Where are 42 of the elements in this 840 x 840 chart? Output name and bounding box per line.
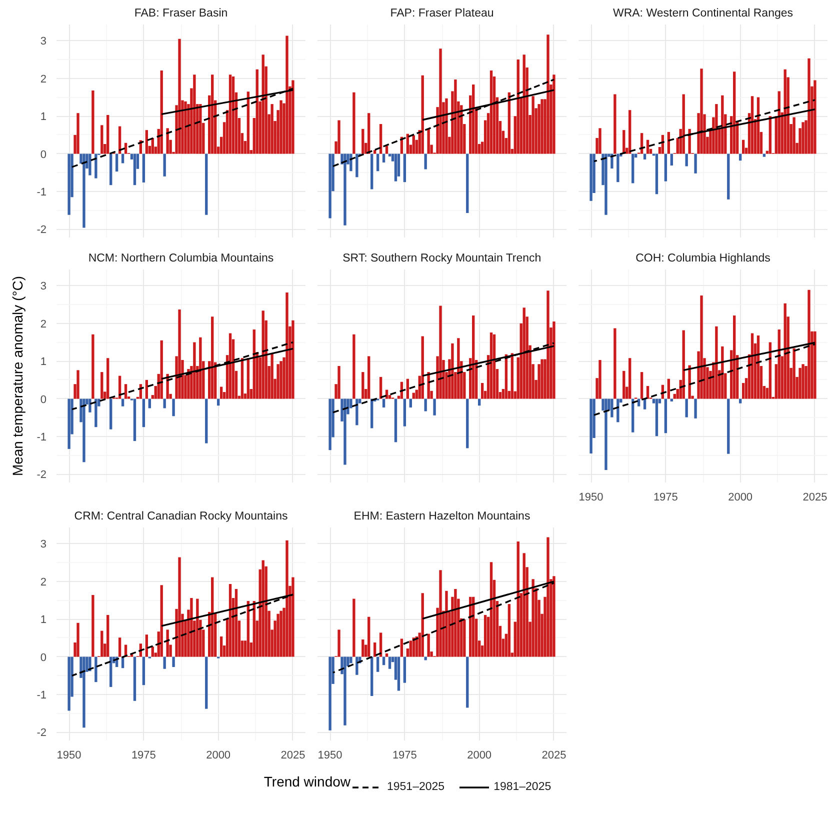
chart-title: FAB: Fraser Basin bbox=[134, 8, 228, 20]
chart-title: WRA: Western Continental Ranges bbox=[612, 8, 794, 20]
y-tick-label: -2 bbox=[36, 224, 46, 236]
y-tick-label: 0 bbox=[40, 148, 47, 161]
y-tick-label: 2 bbox=[40, 576, 47, 588]
chart-title: SRT: Southern Rocky Mountain Trench bbox=[342, 252, 542, 264]
x-tick-label: 1975 bbox=[653, 492, 678, 504]
y-tick-label: 1 bbox=[40, 111, 47, 124]
y-tick-label: -2 bbox=[36, 727, 46, 740]
y-tick-label: -1 bbox=[36, 432, 46, 444]
x-tick-label: 1950 bbox=[56, 750, 82, 762]
x-tick-label: 2025 bbox=[802, 492, 828, 504]
y-tick-label: 0 bbox=[40, 394, 47, 406]
legend-label: 1981–2025 bbox=[494, 781, 552, 793]
y-axis-title: Mean temperature anomaly (°C) bbox=[10, 276, 26, 476]
y-tick-label: 2 bbox=[40, 73, 47, 86]
y-tick-label: 3 bbox=[40, 280, 47, 293]
y-tick-label: 3 bbox=[40, 538, 47, 551]
y-tick-label: -2 bbox=[36, 469, 46, 482]
x-tick-label: 2000 bbox=[728, 492, 753, 504]
y-tick-label: -1 bbox=[36, 186, 46, 199]
legend-label: 1951–2025 bbox=[387, 781, 445, 793]
chart-title: COH: Columbia Highlands bbox=[636, 252, 771, 264]
x-tick-label: 1950 bbox=[318, 750, 342, 762]
x-tick-label: 1975 bbox=[131, 750, 156, 762]
y-tick-label: 0 bbox=[40, 652, 47, 664]
y-tick-label: -1 bbox=[36, 690, 46, 702]
y-tick-label: 2 bbox=[40, 318, 47, 330]
chart-title: NCM: Northern Columbia Mountains bbox=[88, 252, 274, 264]
chart-title: EHM: Eastern Hazelton Mountains bbox=[354, 510, 530, 522]
x-tick-label: 2025 bbox=[280, 750, 306, 762]
chart-title: FAP: Fraser Plateau bbox=[390, 8, 494, 20]
y-tick-label: 1 bbox=[40, 614, 47, 626]
chart-title: CRM: Central Canadian Rocky Mountains bbox=[74, 510, 288, 522]
y-tick-label: 3 bbox=[40, 36, 47, 48]
legend-title: Trend window bbox=[264, 774, 352, 790]
x-tick-label: 2000 bbox=[467, 750, 492, 762]
x-tick-label: 2025 bbox=[542, 750, 566, 762]
y-tick-label: 1 bbox=[40, 356, 47, 368]
x-tick-label: 1975 bbox=[392, 750, 417, 762]
x-tick-label: 2000 bbox=[206, 750, 231, 762]
x-tick-label: 1950 bbox=[578, 492, 604, 504]
